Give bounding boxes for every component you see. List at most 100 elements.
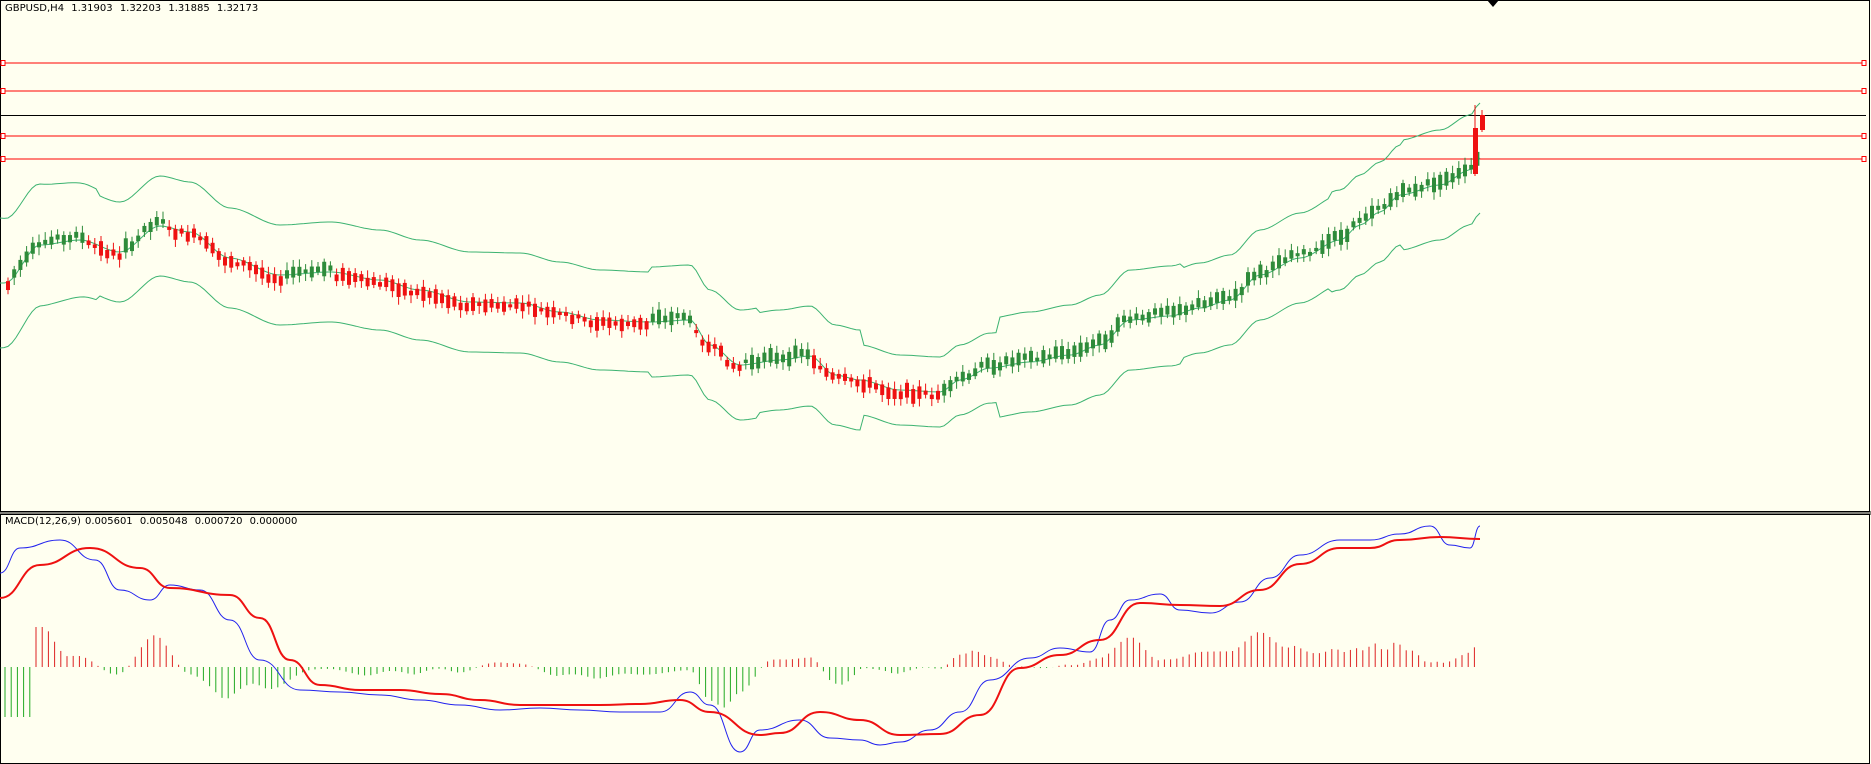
candle-body	[985, 357, 990, 369]
candle-body	[1419, 184, 1424, 192]
candle-body	[1053, 346, 1058, 359]
candle-body	[1221, 290, 1226, 304]
candle-body	[43, 239, 48, 245]
candle-body	[1270, 261, 1275, 271]
candle-body	[1097, 333, 1102, 346]
candle-body	[557, 311, 562, 316]
candle-body	[61, 235, 66, 245]
candle-body	[1072, 345, 1077, 357]
candle-body	[1339, 229, 1343, 245]
candle-body	[55, 234, 60, 240]
candle-body	[1463, 164, 1467, 177]
candle-body	[92, 244, 97, 248]
macd-main-value: 0.005601	[84, 516, 133, 527]
candle-body	[923, 390, 928, 395]
level-handle	[0, 88, 6, 94]
candle-body	[123, 238, 128, 253]
close-value: 1.32173	[216, 3, 259, 14]
candle-body	[1438, 174, 1443, 190]
level-handle	[0, 133, 6, 139]
candle-body	[402, 282, 407, 296]
candle-body	[520, 303, 525, 312]
candle-body	[929, 394, 934, 400]
candle-body	[613, 321, 618, 326]
candle-body	[384, 277, 389, 288]
candle-body	[973, 368, 978, 377]
candle-body	[1432, 177, 1436, 193]
candle-body	[1351, 221, 1356, 228]
candle-body	[849, 377, 854, 382]
candle-body	[198, 236, 203, 241]
level-handle	[1861, 88, 1867, 94]
candle-body	[781, 354, 785, 363]
candle-body	[1239, 286, 1244, 296]
candle-body	[533, 303, 537, 317]
candle-body	[1314, 247, 1319, 252]
high-value: 1.32203	[119, 3, 162, 14]
candle-body	[967, 373, 971, 380]
candle-body	[18, 259, 23, 270]
candle-body	[458, 302, 463, 311]
candle-body	[1109, 330, 1114, 343]
candle-body	[142, 225, 147, 233]
candle-body	[619, 318, 624, 332]
candle-body	[1115, 317, 1120, 332]
candle-body	[161, 219, 165, 224]
candle-body	[495, 302, 500, 309]
candle-body	[626, 321, 630, 327]
candle-body	[886, 387, 891, 399]
candle-body	[1233, 288, 1238, 301]
bollinger-lower	[0, 212, 1481, 431]
candle-body	[1078, 342, 1083, 357]
candle-body	[1413, 183, 1418, 197]
candle-body	[712, 344, 717, 349]
candle-body	[892, 389, 897, 399]
candle-body	[644, 321, 649, 330]
candle-body	[1394, 192, 1399, 201]
candle-body	[1308, 251, 1312, 256]
candle-body	[427, 291, 432, 298]
candle-body	[1469, 164, 1474, 170]
candle-body	[960, 371, 965, 382]
candle-body	[1196, 298, 1201, 308]
candle-body	[105, 249, 110, 259]
candle-body	[1140, 314, 1145, 321]
candle-body	[1215, 292, 1219, 303]
symbol-label: GBPUSD,H4	[5, 3, 65, 14]
candle-body	[607, 317, 612, 328]
candle-body	[179, 228, 184, 234]
low-value: 1.31885	[168, 3, 210, 14]
candle-body	[316, 266, 320, 272]
candle-body	[954, 376, 959, 382]
candle-body	[688, 315, 692, 324]
candle-body	[1134, 313, 1139, 320]
candle-body	[433, 289, 438, 304]
candle-body	[898, 391, 903, 400]
candle-body	[328, 265, 333, 271]
candle-body	[632, 319, 637, 328]
candle-body	[1227, 296, 1232, 301]
candle-body	[1295, 253, 1300, 257]
candle-body	[204, 236, 209, 249]
candle-body	[1084, 342, 1089, 353]
candle-body	[818, 365, 823, 370]
candle-body	[601, 317, 606, 326]
candle-body	[998, 362, 1002, 371]
candle-body	[396, 283, 401, 297]
candle-body	[830, 372, 835, 380]
candle-body	[216, 251, 221, 260]
candle-body	[1091, 339, 1095, 349]
candle-body	[1480, 115, 1485, 130]
candle-body	[799, 348, 804, 357]
candle-body	[1202, 300, 1207, 309]
candle-body	[464, 302, 469, 312]
candle-body	[477, 302, 482, 307]
candle-body	[1456, 168, 1461, 179]
level-handle	[1861, 60, 1867, 66]
candle-body	[167, 226, 172, 230]
candle-body	[1022, 353, 1027, 360]
candle-body	[855, 379, 860, 387]
candle-body	[260, 267, 265, 279]
candle-body	[74, 231, 79, 238]
